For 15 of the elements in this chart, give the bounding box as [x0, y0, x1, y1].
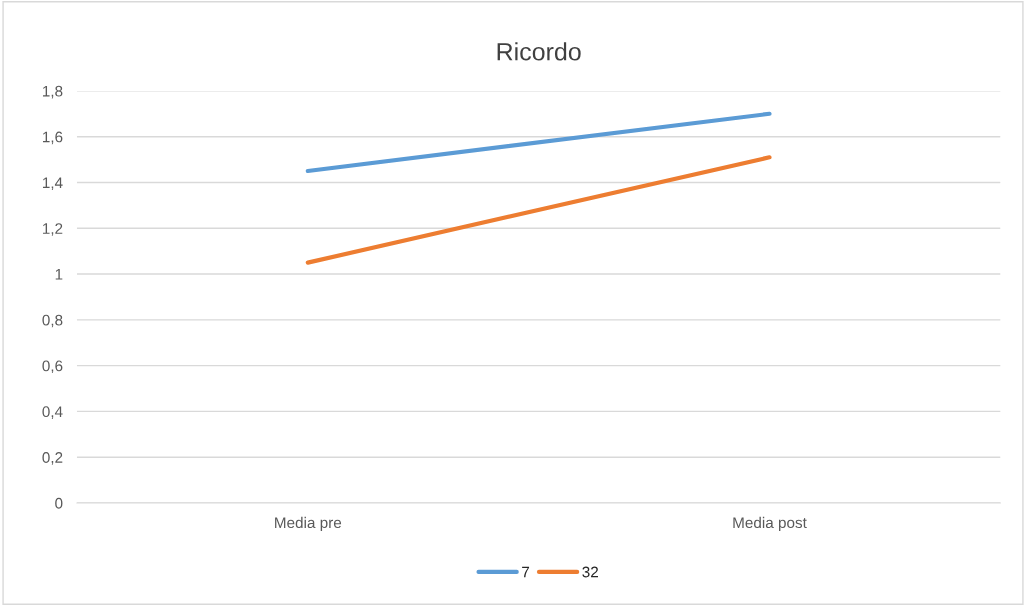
legend-label: 32 — [582, 566, 598, 578]
y-tick-label: 0,4 — [42, 406, 63, 419]
y-tick-label: 1,2 — [42, 223, 63, 236]
y-tick-label: 0,6 — [42, 360, 63, 374]
y-tick-label: 1,8 — [42, 85, 63, 99]
x-tick-label: Media pre — [275, 516, 342, 532]
y-tick-label: 0 — [55, 497, 63, 509]
y-tick-label: 1,6 — [42, 131, 63, 145]
chart-title: Ricordo — [497, 42, 581, 61]
legend-label: 7 — [522, 566, 530, 578]
y-tick-label: 0,2 — [42, 452, 63, 465]
x-tick-label: Media post — [733, 516, 807, 532]
y-tick-label: 1 — [55, 269, 63, 280]
y-tick-label: 0,8 — [42, 314, 63, 328]
y-tick-label: 1,4 — [42, 177, 63, 190]
